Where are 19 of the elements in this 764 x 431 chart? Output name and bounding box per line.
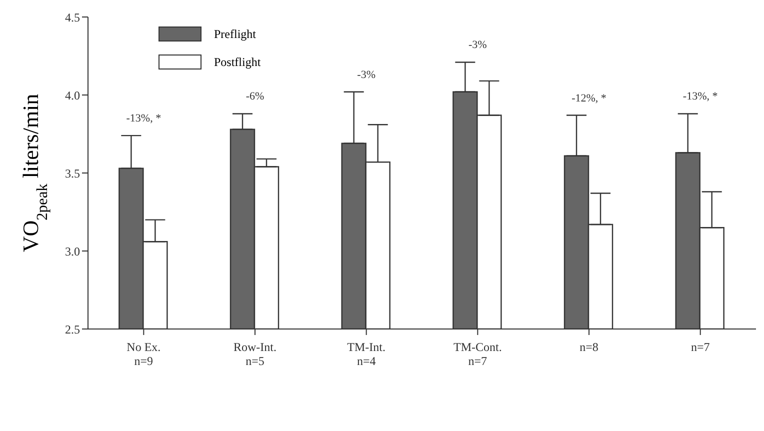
annotation: -3% xyxy=(357,68,376,81)
x-tick-label: n=8 xyxy=(580,340,598,354)
legend-label: Postflight xyxy=(214,54,261,70)
x-tick-label: No Ex. n=9 xyxy=(126,340,161,368)
annotation: -6% xyxy=(246,90,264,103)
y-tick-label: 3.5 xyxy=(65,166,80,180)
x-tick-label: Row-Int. n=5 xyxy=(234,340,276,368)
x-tick-label: TM-Cont. n=7 xyxy=(453,340,502,368)
x-tick-label: n=7 xyxy=(690,340,710,354)
y-tick-label: 4.5 xyxy=(65,10,80,24)
legend-label: Preflight xyxy=(214,26,256,42)
annotation: -3% xyxy=(468,39,487,52)
y-tick-label: 4.0 xyxy=(65,88,80,102)
annotation: -12%, * xyxy=(572,92,606,104)
annotation: -13%, * xyxy=(682,90,718,103)
y-tick-label: 2.5 xyxy=(65,322,80,336)
x-tick-label: TM-Int. n=4 xyxy=(347,340,386,368)
annotation: -13%, * xyxy=(126,112,162,125)
y-tick-label: 3.0 xyxy=(65,244,80,258)
